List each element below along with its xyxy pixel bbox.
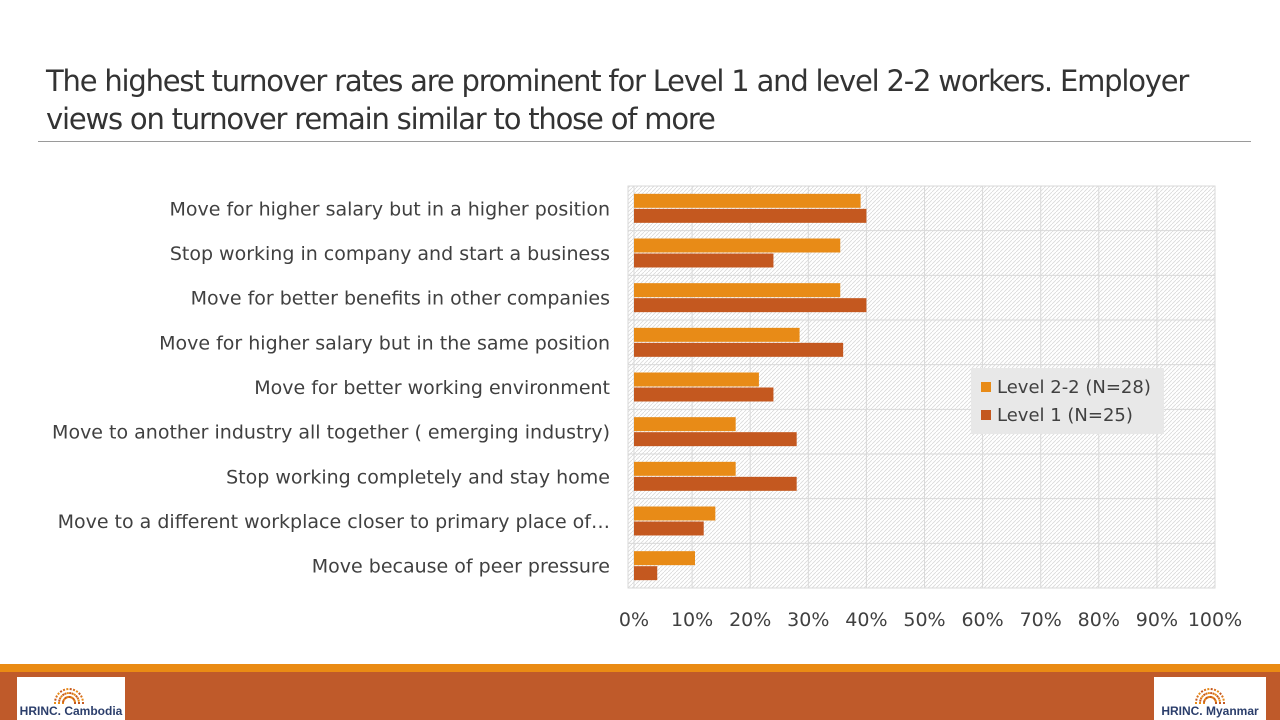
bar-level-1 (634, 432, 797, 447)
footer-accent-bar (0, 664, 1280, 672)
bar-level-2-2 (634, 193, 861, 208)
bar-level-2-2 (634, 461, 736, 476)
legend-swatch-level-1 (981, 410, 991, 420)
x-tick-label: 80% (1078, 609, 1120, 631)
x-tick-label: 90% (1136, 609, 1178, 631)
bar-level-2-2 (634, 327, 800, 342)
category-label: Move for higher salary but in a higher p… (169, 198, 610, 220)
bar-level-2-2 (634, 417, 736, 432)
x-tick-label: 40% (845, 609, 887, 631)
x-tick-label: 10% (671, 609, 713, 631)
bar-level-1 (634, 476, 797, 491)
bar-level-1 (634, 208, 867, 223)
logo-text-cambodia: HRINC. Cambodia (19, 704, 123, 718)
category-label: Stop working in company and start a busi… (170, 243, 610, 265)
sunburst-ray (53, 694, 66, 702)
category-label: Move for better benefits in other compan… (191, 288, 610, 310)
sunburst-ray (52, 697, 65, 703)
legend-item-level-2-2: Level 2-2 (N=28) (981, 374, 1151, 400)
x-tick-label: 60% (961, 609, 1003, 631)
x-tick-label: 50% (903, 609, 945, 631)
sunburst-ray (73, 697, 86, 703)
hrinc-myanmar-logo: HRINC. Myanmar (1154, 677, 1266, 720)
bar-level-2-2 (634, 283, 841, 298)
category-label: Move for higher salary but in the same p… (159, 332, 610, 354)
bar-chart: Move for higher salary but in a higher p… (52, 185, 1242, 631)
sunburst-ray (1194, 694, 1207, 702)
x-tick-label: 70% (1020, 609, 1062, 631)
bar-level-2-2 (634, 372, 759, 387)
legend-label-level-1: Level 1 (N=25) (997, 404, 1133, 426)
bar-level-1 (634, 566, 658, 581)
x-tick-label: 20% (729, 609, 771, 631)
category-label: Move because of peer pressure (312, 556, 610, 578)
category-label: Move for better working environment (254, 377, 610, 399)
slide-title: The highest turnover rates are prominent… (46, 64, 1189, 136)
x-tick-label: 30% (787, 609, 829, 631)
legend-label-level-2-2: Level 2-2 (N=28) (997, 376, 1151, 398)
sunburst-ray (72, 694, 85, 702)
sunburst-ray (1193, 697, 1206, 703)
legend-swatch-level-2-2 (981, 382, 991, 392)
bar-level-1 (634, 521, 704, 536)
bar-level-1 (634, 342, 844, 357)
bar-level-2-2 (634, 238, 841, 253)
bar-level-1 (634, 387, 774, 402)
bar-level-1 (634, 298, 867, 313)
sunburst-ray (1214, 697, 1227, 703)
category-label: Stop working completely and stay home (226, 466, 610, 488)
logo-text-myanmar: HRINC. Myanmar (1161, 704, 1259, 718)
legend-item-level-1: Level 1 (N=25) (981, 402, 1133, 428)
hrinc-cambodia-logo: HRINC. Cambodia (17, 677, 125, 720)
bar-level-2-2 (634, 506, 716, 521)
category-label: Move to a different workplace closer to … (58, 511, 610, 533)
x-tick-label: 0% (619, 609, 649, 631)
category-label: Move to another industry all together ( … (52, 422, 610, 444)
sunburst-icon (52, 686, 86, 704)
x-tick-label: 100% (1188, 609, 1242, 631)
bar-level-1 (634, 253, 774, 268)
sunburst-icon (1193, 686, 1227, 704)
title-divider (38, 141, 1251, 142)
chart-legend: Level 2-2 (N=28) Level 1 (N=25) (971, 368, 1164, 434)
bar-level-2-2 (634, 551, 696, 566)
footer-bar (0, 672, 1280, 720)
